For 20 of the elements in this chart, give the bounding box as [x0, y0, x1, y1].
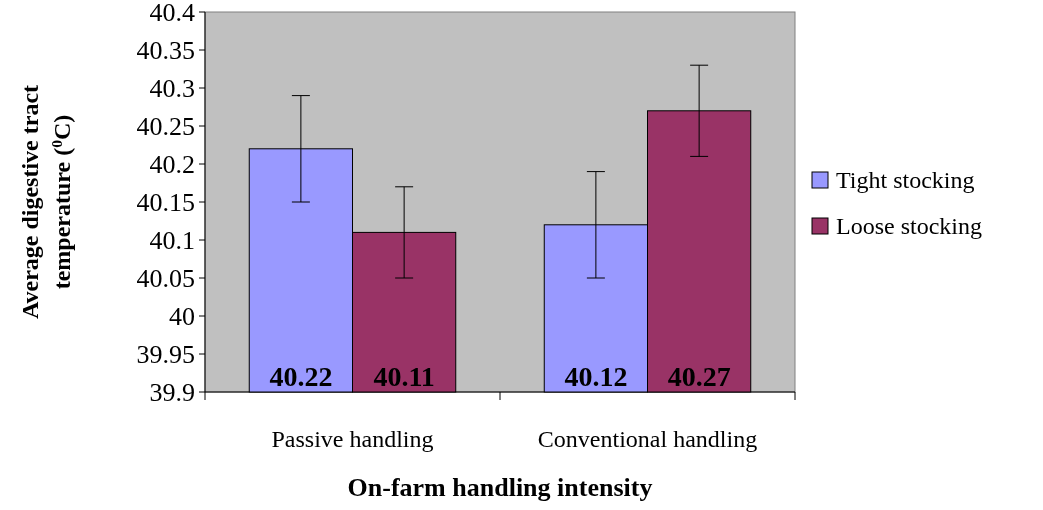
y-tick-label: 40.25 [136, 112, 195, 142]
data-label: 40.27 [667, 361, 731, 392]
y-tick-label: 40.1 [149, 226, 195, 256]
x-axis-title: On-farm handling intensity [347, 473, 653, 502]
legend-label: Loose stocking [836, 213, 982, 240]
y-tick-label: 39.9 [149, 378, 195, 408]
data-label: 40.22 [269, 361, 333, 392]
y-tick-label: 39.95 [136, 340, 195, 370]
y-tick-label: 40.3 [149, 74, 195, 104]
y-tick-label: 40.15 [136, 188, 195, 218]
y-tick-label: 40.2 [149, 150, 195, 180]
y-tick-label: 40.05 [136, 264, 195, 294]
legend-label: Tight stocking [836, 167, 975, 194]
y-tick-label: 40.4 [149, 0, 195, 28]
x-tick-label: Passive handling [271, 426, 434, 452]
data-label: 40.11 [373, 361, 435, 392]
y-tick-label: 40.35 [136, 36, 195, 66]
data-label: 40.12 [564, 361, 628, 392]
y-tick-label: 40 [169, 302, 195, 332]
x-tick-label: Conventional handling [537, 426, 758, 452]
